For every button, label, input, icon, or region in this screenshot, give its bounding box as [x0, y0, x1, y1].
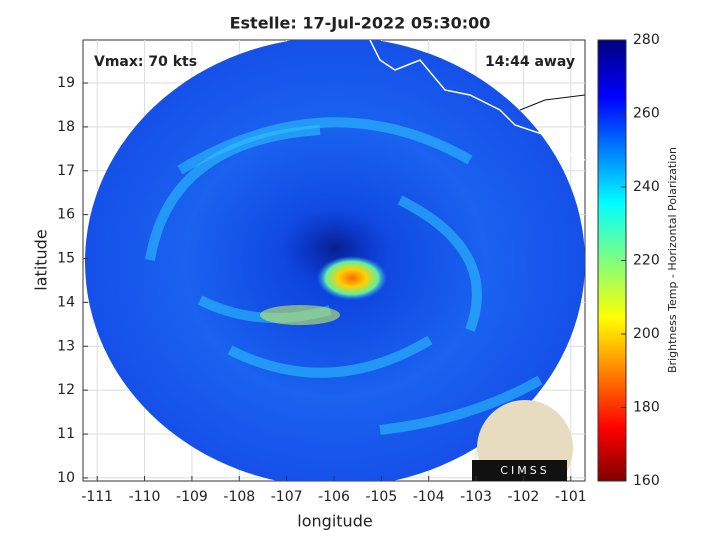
colorbar-label: Brightness Temp - Horizontal Polarizatio…	[666, 147, 679, 373]
y-tick-label: 10	[57, 470, 75, 486]
x-tick-label: -103	[460, 489, 492, 505]
x-tick-label: -107	[271, 489, 303, 505]
annotation: 14:44 away	[485, 54, 575, 70]
x-tick-label: -102	[508, 489, 540, 505]
y-tick-label: 16	[57, 207, 75, 223]
x-tick-label: -109	[176, 489, 208, 505]
swath-image	[85, 40, 585, 481]
annotation: Vmax: 70 kts	[94, 54, 197, 70]
x-tick-label: -108	[223, 489, 255, 505]
colorbar-tick-label: 180	[633, 400, 660, 416]
logo: CIMSS	[500, 464, 549, 477]
colorbar-tick-label: 280	[633, 32, 660, 48]
y-tick-label: 12	[57, 382, 75, 398]
x-tick-label: -101	[555, 489, 587, 505]
y-tick-label: 19	[57, 75, 75, 91]
x-tick-label: -106	[318, 489, 350, 505]
y-tick-label: 14	[57, 294, 75, 310]
colorbar-tick-label: 240	[633, 179, 660, 195]
x-tick-label: -105	[365, 489, 397, 505]
colorbar-tick-label: 260	[633, 106, 660, 122]
y-tick-label: 15	[57, 251, 75, 267]
y-axis-label: latitude	[32, 229, 51, 290]
x-tick-label: -104	[413, 489, 445, 505]
y-tick-label: 17	[57, 163, 75, 179]
x-tick-label: -110	[129, 489, 161, 505]
colorbar-tick-label: 160	[633, 473, 660, 489]
x-axis-label: longitude	[297, 512, 372, 531]
chart-title: Estelle: 17-Jul-2022 05:30:00	[230, 14, 491, 33]
colorbar-tick-label: 220	[633, 253, 660, 269]
colorbar-tick-label: 200	[633, 326, 660, 342]
x-tick-label: -111	[81, 489, 113, 505]
y-tick-label: 18	[57, 119, 75, 135]
y-tick-label: 11	[57, 426, 75, 442]
y-tick-label: 13	[57, 338, 75, 354]
